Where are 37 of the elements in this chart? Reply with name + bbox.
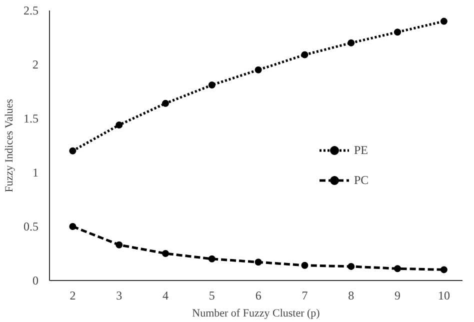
x-tick-label: 7 bbox=[302, 288, 308, 302]
point bbox=[162, 250, 170, 257]
point bbox=[301, 262, 308, 269]
x-tick-label: 6 bbox=[255, 288, 262, 302]
point bbox=[116, 121, 123, 128]
x-axis-title: Number of Fuzzy Cluster (p) bbox=[192, 308, 320, 320]
x-tick-label: 4 bbox=[162, 288, 169, 302]
legend-label: PC bbox=[354, 172, 370, 188]
y-tick-label: 2.5 bbox=[24, 4, 38, 18]
y-tick-label: 2 bbox=[32, 58, 38, 72]
point bbox=[440, 18, 448, 25]
x-tick-label: 5 bbox=[208, 288, 215, 302]
point bbox=[348, 39, 355, 46]
legend-label: PE bbox=[354, 142, 370, 158]
point bbox=[394, 28, 402, 36]
x-tick-label: 2 bbox=[70, 288, 76, 302]
x-tick-label: 9 bbox=[394, 288, 401, 302]
y-axis-title: Fuzzy Indices Values bbox=[4, 98, 16, 192]
y-tick-label: 1.5 bbox=[24, 112, 38, 126]
x-tick-label: 10 bbox=[438, 288, 450, 302]
point bbox=[394, 265, 402, 272]
x-tick-label: 8 bbox=[348, 288, 354, 302]
y-tick-label: 0 bbox=[32, 274, 38, 288]
y-tick-label: 0.5 bbox=[24, 220, 38, 234]
point bbox=[116, 241, 123, 248]
point bbox=[208, 255, 216, 262]
y-tick-label: 1 bbox=[32, 166, 38, 180]
point bbox=[440, 266, 448, 274]
point bbox=[208, 82, 216, 89]
point bbox=[348, 262, 355, 270]
point bbox=[69, 223, 76, 230]
x-tick-label: 3 bbox=[116, 288, 122, 302]
point bbox=[254, 258, 262, 266]
point bbox=[162, 100, 170, 107]
point bbox=[301, 51, 308, 58]
point bbox=[254, 66, 262, 74]
point bbox=[69, 147, 76, 154]
